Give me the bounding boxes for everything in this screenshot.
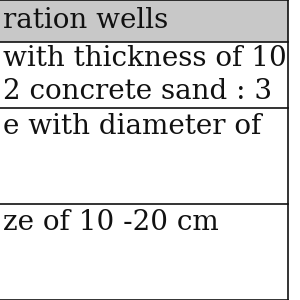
Bar bbox=[0, 0, 288, 42]
Bar bbox=[0, 108, 288, 204]
Text: ration wells: ration wells bbox=[3, 8, 168, 34]
Text: with thickness of 10
2 concrete sand : 3: with thickness of 10 2 concrete sand : 3 bbox=[3, 45, 287, 105]
Bar bbox=[0, 42, 288, 108]
Text: e with diameter of: e with diameter of bbox=[3, 112, 261, 140]
Text: ze of 10 -20 cm: ze of 10 -20 cm bbox=[3, 208, 219, 236]
Bar bbox=[0, 204, 288, 300]
